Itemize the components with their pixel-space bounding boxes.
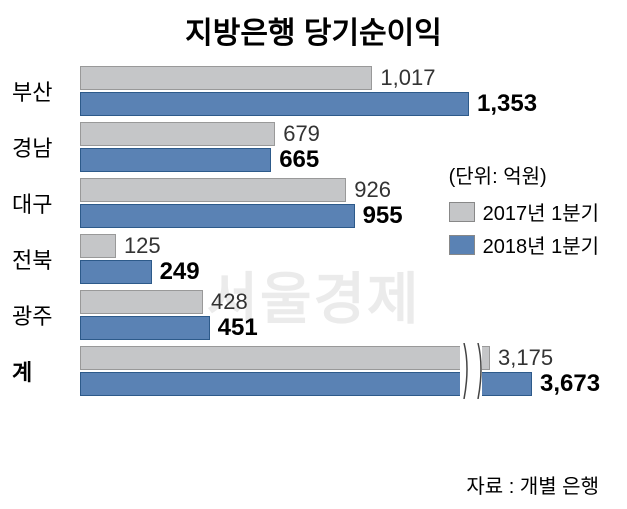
- bar-2018: [80, 148, 271, 172]
- legend-item-2017: 2017년 1분기: [449, 197, 599, 226]
- unit-label: (단위: 억원): [449, 160, 599, 189]
- bar-2017: [80, 66, 372, 90]
- category-label: 대구: [12, 187, 80, 219]
- category-label: 경남: [12, 131, 80, 163]
- value-2017: 679: [275, 121, 320, 147]
- bar-2018: [80, 316, 210, 340]
- row-부산: 부산 1,017 1,353: [12, 66, 603, 116]
- source-label: 자료 : 개별 은행: [466, 470, 599, 499]
- value-2017: 926: [346, 177, 391, 203]
- bar-2017: [80, 178, 346, 202]
- value-2017: 125: [116, 233, 161, 259]
- bar-2017: [80, 290, 203, 314]
- chart-title: 지방은행 당기순이익: [0, 0, 627, 66]
- value-2017: 3,175: [490, 345, 553, 371]
- bar-2018: [80, 260, 152, 284]
- value-2018: 955: [355, 202, 403, 230]
- legend: (단위: 억원) 2017년 1분기 2018년 1분기: [449, 160, 599, 263]
- row-계: 계3,1753,673: [12, 346, 603, 396]
- bars-wrap: 1,017 1,353: [80, 66, 603, 116]
- value-2017: 1,017: [372, 65, 435, 91]
- bar-2018: [80, 92, 469, 116]
- bar-2018: [80, 204, 355, 228]
- value-2018: 249: [152, 258, 200, 286]
- category-label: 부산: [12, 75, 80, 107]
- value-2018: 1,353: [469, 90, 537, 118]
- legend-swatch-b: [449, 235, 475, 255]
- value-2018: 451: [210, 314, 258, 342]
- value-2018: 665: [271, 146, 319, 174]
- legend-swatch-a: [449, 202, 475, 222]
- category-label: 광주: [12, 299, 80, 331]
- category-label: 계: [12, 355, 80, 387]
- bar-2017: [80, 346, 490, 370]
- bar-2017: [80, 122, 275, 146]
- bars-wrap: 3,1753,673: [80, 346, 603, 396]
- legend-item-2018: 2018년 1분기: [449, 230, 599, 259]
- row-광주: 광주428451: [12, 290, 603, 340]
- category-label: 전북: [12, 243, 80, 275]
- legend-label-a: 2017년 1분기: [483, 197, 599, 226]
- value-2017: 428: [203, 289, 248, 315]
- value-2018: 3,673: [532, 370, 600, 398]
- axis-break-icon: [460, 343, 482, 399]
- legend-label-b: 2018년 1분기: [483, 230, 599, 259]
- bars-wrap: 428451: [80, 290, 603, 340]
- bar-2017: [80, 234, 116, 258]
